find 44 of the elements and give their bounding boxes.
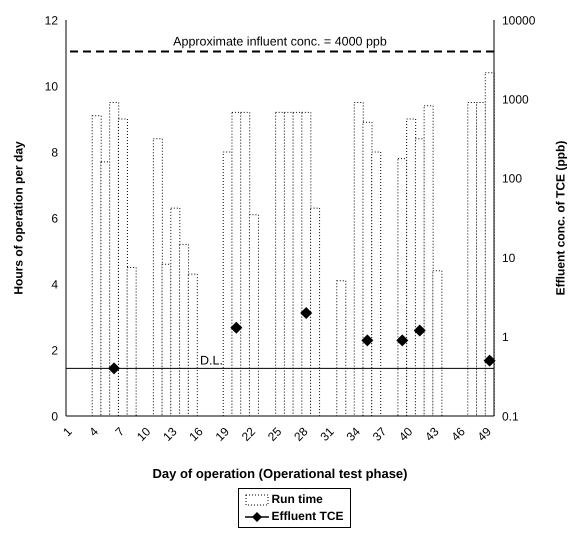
ref-line-label: D.L. — [200, 353, 223, 368]
ref-line-label: Approximate influent conc. = 4000 ppb — [173, 34, 387, 49]
point — [108, 362, 120, 374]
x-tick-label: 1 — [60, 424, 75, 440]
y2-axis-title: Effluent conc. of TCE (ppb) — [553, 140, 568, 296]
y-tick-label: 2 — [51, 343, 58, 358]
point — [396, 334, 408, 346]
x-tick-label: 49 — [474, 424, 494, 444]
x-tick-label: 19 — [212, 424, 232, 444]
x-tick-label: 31 — [317, 424, 337, 444]
y-tick-label: 0 — [51, 409, 58, 424]
point — [414, 324, 426, 337]
x-tick-label: 34 — [344, 424, 364, 444]
x-tick-label: 4 — [86, 424, 102, 440]
y2-tick-label: 10 — [502, 250, 516, 265]
x-tick-label: 10 — [134, 424, 154, 444]
y2-tick-label: 0.1 — [502, 409, 520, 424]
y-tick-label: 12 — [44, 13, 58, 28]
y-tick-label: 8 — [51, 145, 58, 160]
y-tick-label: 4 — [51, 277, 58, 292]
x-axis-title: Day of operation (Operational test phase) — [152, 466, 408, 481]
point — [230, 322, 242, 334]
legend-label: Effluent TCE — [272, 508, 344, 525]
x-tick-label: 13 — [160, 424, 180, 444]
y-axis-title: Hours of operation per day — [11, 141, 26, 295]
x-tick-label: 37 — [370, 424, 390, 444]
y2-tick-label: 1000 — [502, 92, 530, 106]
x-tick-label: 28 — [291, 424, 311, 444]
y2-tick-label: 1 — [502, 330, 509, 344]
x-tick-label: 46 — [448, 424, 468, 444]
y-tick-label: 10 — [44, 79, 58, 94]
x-tick-label: 22 — [238, 424, 258, 444]
x-tick-label: 7 — [112, 424, 128, 440]
y2-tick-label: 100 — [502, 172, 522, 186]
point — [300, 306, 312, 319]
x-tick-label: 25 — [265, 424, 285, 444]
x-tick-label: 43 — [422, 424, 442, 444]
point — [484, 354, 496, 367]
legend-label: Run time — [272, 491, 323, 508]
y-tick-label: 6 — [51, 211, 58, 226]
y2-tick-label: 10000 — [502, 13, 536, 28]
x-tick-label: 40 — [396, 424, 416, 444]
x-tick-label: 16 — [186, 424, 206, 444]
point — [361, 334, 374, 346]
